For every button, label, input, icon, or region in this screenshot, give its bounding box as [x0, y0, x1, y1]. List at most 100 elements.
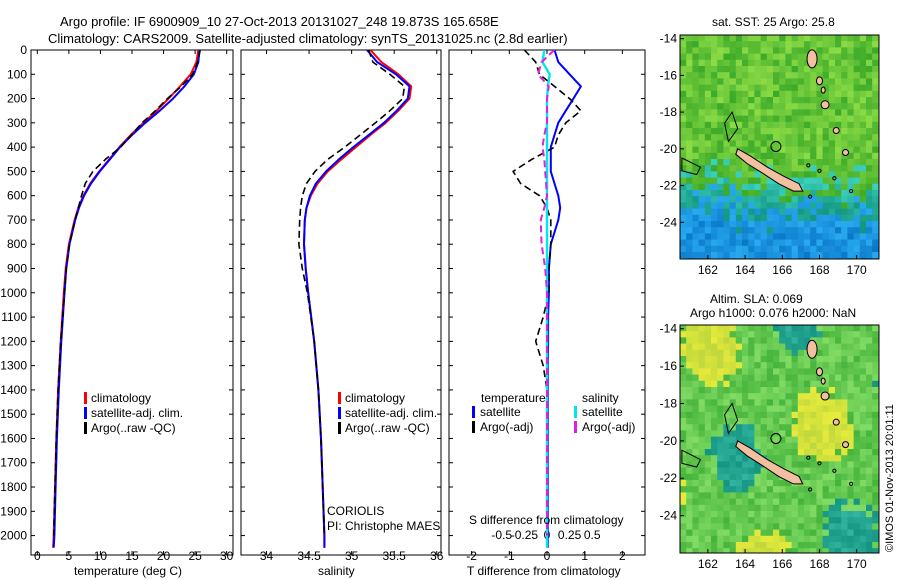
map-cell [847, 183, 854, 191]
map-cell [791, 171, 799, 178]
map-cell [717, 517, 724, 524]
map-cell [723, 449, 730, 456]
map-cell [828, 41, 836, 48]
x-tick-label: 5 [66, 549, 73, 563]
map-cell [692, 59, 699, 67]
map-cell [872, 208, 879, 216]
map-cell [847, 66, 854, 73]
legend-label-s-argo: Argo(-adj) [582, 420, 635, 434]
map-cell [841, 214, 848, 222]
map-cell [828, 115, 836, 123]
map-cell [723, 473, 730, 481]
x-tick-label: 34 [260, 549, 274, 563]
map-cell [686, 239, 693, 247]
map-cell [804, 511, 811, 518]
map-cell [853, 84, 861, 92]
map-cell [872, 214, 879, 222]
map-cell [804, 399, 811, 406]
map-cell [785, 492, 792, 499]
map-cell [828, 517, 836, 524]
map-cell [711, 511, 718, 518]
map-cell [785, 196, 792, 203]
map-cell [791, 418, 799, 425]
map-cell [804, 387, 811, 394]
map-cell [711, 517, 718, 524]
map-cell [779, 498, 786, 506]
map-cell [692, 35, 699, 42]
map-cell [797, 252, 805, 259]
map-cell [816, 190, 823, 197]
map-cell [859, 97, 867, 104]
map-cell [859, 66, 867, 73]
map-cell [779, 53, 786, 61]
map-cell [804, 380, 811, 388]
map-cell [723, 47, 730, 54]
map-cell [853, 535, 861, 543]
map-cell [692, 492, 699, 499]
map-cell [717, 245, 724, 253]
map-cell [853, 41, 861, 48]
map-cell [866, 380, 873, 388]
map-cell [841, 134, 848, 141]
map-cell [773, 405, 780, 413]
map-cell [754, 424, 761, 431]
map-cell [717, 208, 724, 216]
map-cell [797, 548, 805, 553]
map-cell [735, 128, 743, 135]
map-cell [853, 171, 861, 178]
map-cell [735, 486, 743, 493]
map-cell [835, 343, 842, 351]
map-cell [773, 504, 780, 512]
map-cell [810, 455, 817, 462]
map-cell [773, 208, 780, 216]
map-cell [853, 59, 861, 67]
map-cell [816, 393, 823, 400]
map-cell [692, 245, 699, 253]
map-cell [791, 35, 799, 42]
map-cell [841, 405, 848, 413]
map-cell [748, 233, 755, 240]
map-cell [835, 245, 842, 253]
map-cell [754, 252, 761, 259]
map-cell [680, 486, 687, 493]
map-cell [723, 418, 730, 425]
map-cell [791, 41, 799, 48]
map-cell [773, 128, 780, 135]
map-cell [859, 84, 867, 92]
map-cell [853, 115, 861, 123]
map-cell [841, 159, 848, 166]
map-cell [754, 78, 761, 85]
map-cell [866, 535, 873, 543]
map-cell [866, 214, 873, 222]
map-cell [847, 542, 854, 549]
map-cell [742, 411, 749, 419]
map-cell [847, 548, 854, 553]
map-cell [847, 411, 854, 419]
map-cell [822, 84, 830, 92]
x-tick-label: 1 [581, 549, 588, 563]
map-cell [841, 103, 848, 110]
map-cell [853, 72, 861, 79]
map-cell [810, 424, 817, 431]
map-cell [859, 245, 867, 253]
depth-tick-label: 100 [7, 67, 27, 81]
map-cell [797, 349, 805, 357]
map-cell [841, 59, 848, 67]
legend-label-satellite: satellite-adj. clim. [345, 406, 437, 420]
map-cell [866, 436, 873, 444]
map-cell [754, 245, 761, 253]
map-cell [760, 368, 768, 375]
map-cell [872, 196, 879, 203]
salinity-legend: climatology satellite-adj. clim. Argo(..… [338, 391, 437, 435]
map-cell [735, 221, 743, 228]
map-cell [804, 47, 811, 54]
map-cell [773, 380, 780, 388]
map-cell [723, 442, 730, 450]
map-cell [841, 387, 848, 394]
map-cell [729, 542, 737, 549]
map-cell [717, 504, 724, 512]
map-cell [804, 152, 811, 160]
map-cell [760, 418, 768, 425]
map-cell [859, 115, 867, 123]
map-cell [742, 461, 749, 468]
